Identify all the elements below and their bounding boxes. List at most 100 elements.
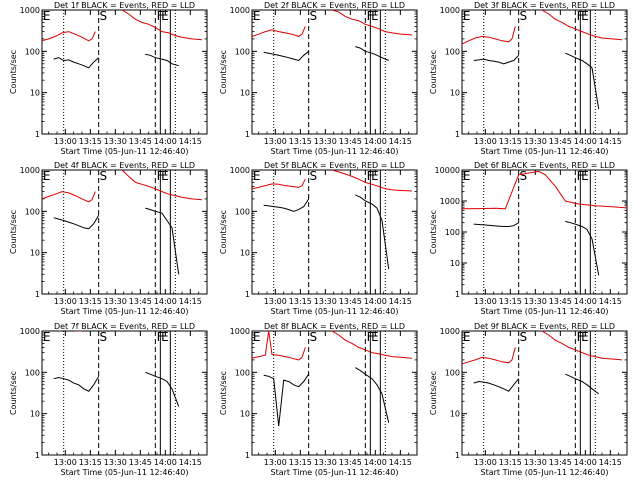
- lld-series-line: [462, 26, 516, 45]
- x-tick-label: 14:15: [389, 297, 412, 306]
- y-tick-label: 1000: [230, 166, 250, 175]
- y-tick-label: 1: [245, 451, 250, 460]
- x-axis-title: Start Time (05-Jun-11 12:46:40): [481, 307, 609, 316]
- x-tick-label: 14:00: [154, 137, 177, 146]
- x-tick-label: 14:00: [574, 458, 597, 467]
- panel-title: Det 7f BLACK = Events, RED = LLD: [54, 322, 195, 331]
- x-axis-title: Start Time (05-Jun-11 12:46:40): [61, 468, 189, 477]
- event-marker-e: E: [371, 169, 379, 183]
- y-tick-label: 1000: [440, 6, 460, 15]
- event-marker-f: F: [577, 330, 584, 344]
- x-tick-label: 13:15: [79, 297, 102, 306]
- panel-title: Det 5f BLACK = Events, RED = LLD: [264, 161, 405, 170]
- event-marker-f: F: [577, 9, 584, 23]
- y-axis-title: Counts/sec: [429, 210, 438, 254]
- events-series-line: [473, 54, 520, 65]
- x-tick-label: 13:00: [264, 297, 287, 306]
- event-marker-e: E: [371, 330, 379, 344]
- event-marker-f: F: [367, 169, 374, 183]
- x-tick-label: 14:15: [179, 137, 202, 146]
- event-marker-e: E: [43, 9, 51, 23]
- event-marker-f: F: [367, 9, 374, 23]
- x-tick-label: 13:30: [524, 297, 547, 306]
- y-axis-title: Counts/sec: [219, 371, 228, 415]
- x-tick-label: 13:15: [289, 297, 312, 306]
- event-marker-s: S: [520, 330, 528, 344]
- x-tick-label: 13:45: [339, 137, 362, 146]
- events-series-line: [565, 373, 600, 395]
- lld-series-line: [462, 170, 627, 210]
- x-tick-label: 14:00: [154, 297, 177, 306]
- x-tick-label: 13:30: [524, 458, 547, 467]
- y-tick-label: 10: [450, 410, 460, 419]
- y-tick-label: 1000: [440, 197, 460, 206]
- x-tick-label: 14:15: [599, 458, 622, 467]
- y-axis-title: Counts/sec: [219, 210, 228, 254]
- x-tick-label: 13:45: [129, 297, 152, 306]
- panel-3: Det 3f BLACK = Events, RED = LLD 1 10 100 10…: [429, 1, 628, 156]
- y-tick-label: 10: [450, 259, 460, 268]
- event-marker-e: E: [463, 9, 471, 23]
- event-marker-s: S: [100, 9, 108, 23]
- lld-series-line: [541, 331, 623, 361]
- panel-title: Det 2f BLACK = Events, RED = LLD: [264, 1, 405, 10]
- events-series-line: [473, 222, 519, 227]
- panel-2: Det 2f BLACK = Events, RED = LLD 1 10 100 10…: [219, 1, 418, 156]
- y-tick-label: 1000: [230, 6, 250, 15]
- y-axis-title: Counts/sec: [9, 371, 18, 415]
- y-tick-label: 10: [30, 249, 40, 258]
- lld-series-line: [252, 178, 306, 190]
- x-tick-label: 14:00: [364, 297, 387, 306]
- y-tick-label: 1: [455, 130, 460, 139]
- panel-9: Det 9f BLACK = Events, RED = LLD 1 10 100 10…: [429, 322, 628, 477]
- y-tick-label: 1000: [20, 6, 40, 15]
- y-tick-label: 100: [445, 228, 460, 237]
- x-tick-label: 13:15: [499, 458, 522, 467]
- events-series-line: [53, 215, 100, 230]
- x-axis-title: Start Time (05-Jun-11 12:46:40): [61, 307, 189, 316]
- x-axis-title: Start Time (05-Jun-11 12:46:40): [481, 147, 609, 156]
- x-tick-label: 13:15: [289, 458, 312, 467]
- x-tick-label: 13:00: [474, 297, 497, 306]
- plot-frame: [251, 169, 418, 295]
- x-tick-label: 13:15: [499, 297, 522, 306]
- x-tick-label: 13:45: [129, 458, 152, 467]
- panel-title: Det 4f BLACK = Events, RED = LLD: [54, 161, 195, 170]
- y-axis-title: Counts/sec: [429, 50, 438, 94]
- event-marker-s: S: [100, 330, 108, 344]
- events-series-line: [263, 50, 310, 62]
- x-tick-label: 13:45: [339, 297, 362, 306]
- x-tick-label: 13:00: [264, 137, 287, 146]
- panel-title: Det 9f BLACK = Events, RED = LLD: [474, 322, 615, 331]
- event-marker-e: E: [463, 330, 471, 344]
- x-tick-label: 14:00: [364, 137, 387, 146]
- plot-frame: [461, 330, 628, 456]
- x-tick-label: 14:15: [599, 137, 622, 146]
- x-tick-label: 13:15: [79, 137, 102, 146]
- x-tick-label: 13:00: [54, 458, 77, 467]
- x-tick-label: 13:45: [549, 137, 572, 146]
- y-axis-title: Counts/sec: [9, 50, 18, 94]
- y-tick-label: 1: [245, 290, 250, 299]
- y-tick-label: 10: [30, 89, 40, 98]
- events-series-line: [53, 57, 100, 69]
- x-tick-label: 13:30: [314, 137, 337, 146]
- events-series-line: [355, 194, 390, 270]
- x-tick-label: 13:30: [104, 458, 127, 467]
- y-tick-label: 10: [240, 249, 250, 258]
- y-tick-label: 100: [235, 368, 250, 377]
- plot-frame: [251, 9, 418, 135]
- y-tick-label: 1: [35, 451, 40, 460]
- event-marker-e: E: [253, 9, 261, 23]
- events-series-line: [145, 371, 180, 407]
- x-axis-title: Start Time (05-Jun-11 12:46:40): [271, 468, 399, 477]
- event-marker-s: S: [520, 169, 528, 183]
- x-tick-label: 13:00: [474, 458, 497, 467]
- y-tick-label: 100: [445, 47, 460, 56]
- y-tick-label: 1: [455, 290, 460, 299]
- event-marker-e: E: [161, 169, 169, 183]
- lld-series-line: [121, 10, 203, 41]
- y-tick-label: 100: [235, 207, 250, 216]
- event-marker-e: E: [43, 169, 51, 183]
- events-series-line: [473, 378, 520, 392]
